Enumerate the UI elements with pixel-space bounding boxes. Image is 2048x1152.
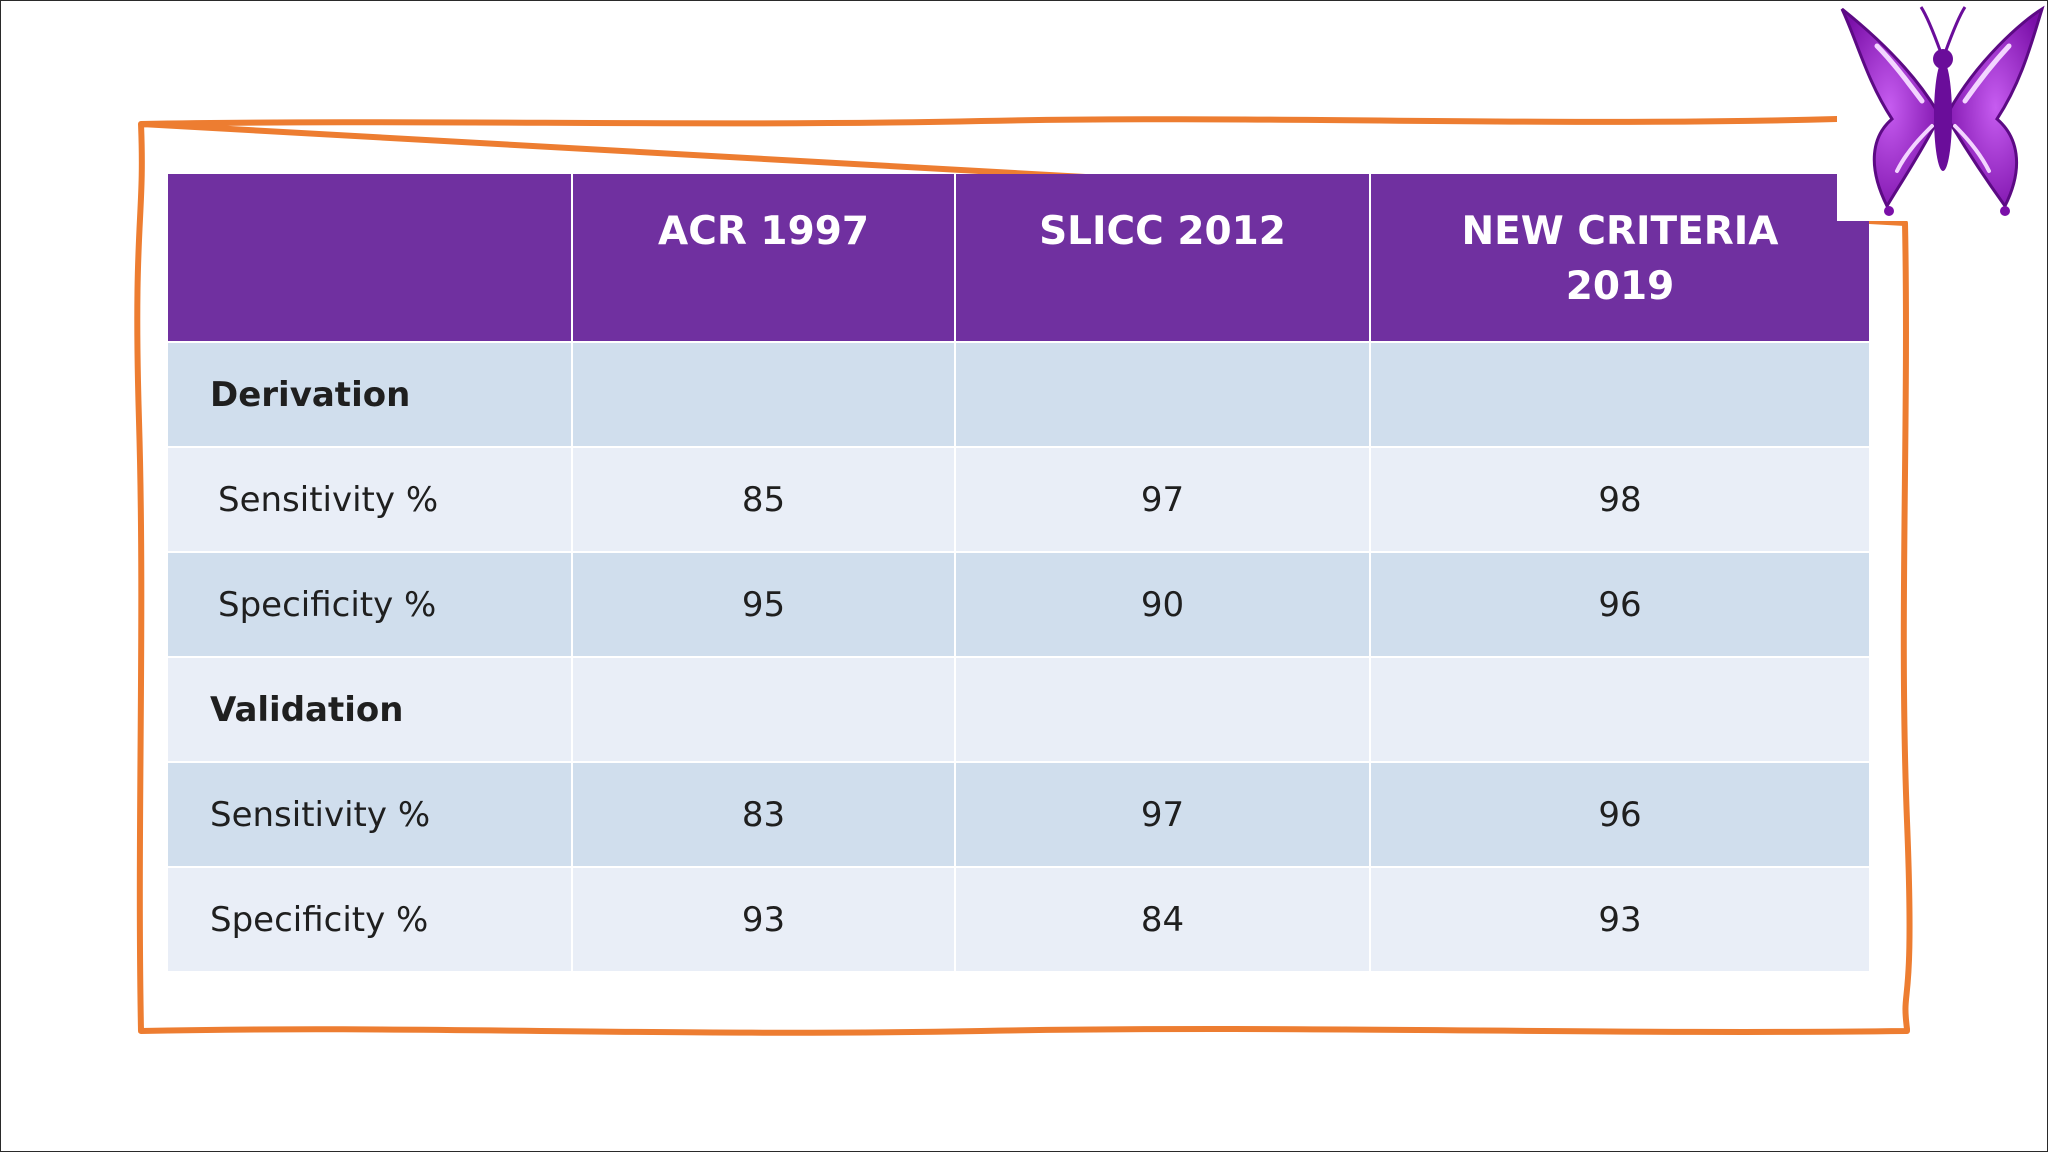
table-cell: 85 — [573, 448, 954, 551]
table-cell: 97 — [956, 448, 1369, 551]
row-label-derivation-specificity: Specificity % — [168, 553, 571, 656]
table-cell — [956, 658, 1369, 761]
row-label-validation-specificity: Specificity % — [168, 868, 571, 971]
table-cell — [573, 658, 954, 761]
table-cell: 98 — [1371, 448, 1869, 551]
table-cell: 84 — [956, 868, 1369, 971]
table-cell: 93 — [1371, 868, 1869, 971]
row-label-derivation: Derivation — [168, 343, 571, 446]
table-cell — [1371, 343, 1869, 446]
header-slicc-2012: SLICC 2012 — [956, 174, 1369, 341]
row-label-validation-sensitivity: Sensitivity % — [168, 763, 571, 866]
header-cell-empty — [168, 174, 571, 341]
criteria-table: ACR 1997 SLICC 2012 NEW CRITERIA 2019 De… — [168, 174, 1869, 971]
table-cell — [956, 343, 1369, 446]
header-acr-1997: ACR 1997 — [573, 174, 954, 341]
table-cell: 96 — [1371, 763, 1869, 866]
table-cell: 83 — [573, 763, 954, 866]
row-label-validation: Validation — [168, 658, 571, 761]
table-cell: 95 — [573, 553, 954, 656]
table-cell: 97 — [956, 763, 1369, 866]
row-label-derivation-sensitivity: Sensitivity % — [168, 448, 571, 551]
butterfly-icon — [1837, 1, 2047, 221]
header-new-criteria-2019: NEW CRITERIA 2019 — [1371, 174, 1869, 341]
table-cell: 93 — [573, 868, 954, 971]
table-cell — [1371, 658, 1869, 761]
table-cell: 90 — [956, 553, 1369, 656]
table-cell: 96 — [1371, 553, 1869, 656]
table-cell — [573, 343, 954, 446]
